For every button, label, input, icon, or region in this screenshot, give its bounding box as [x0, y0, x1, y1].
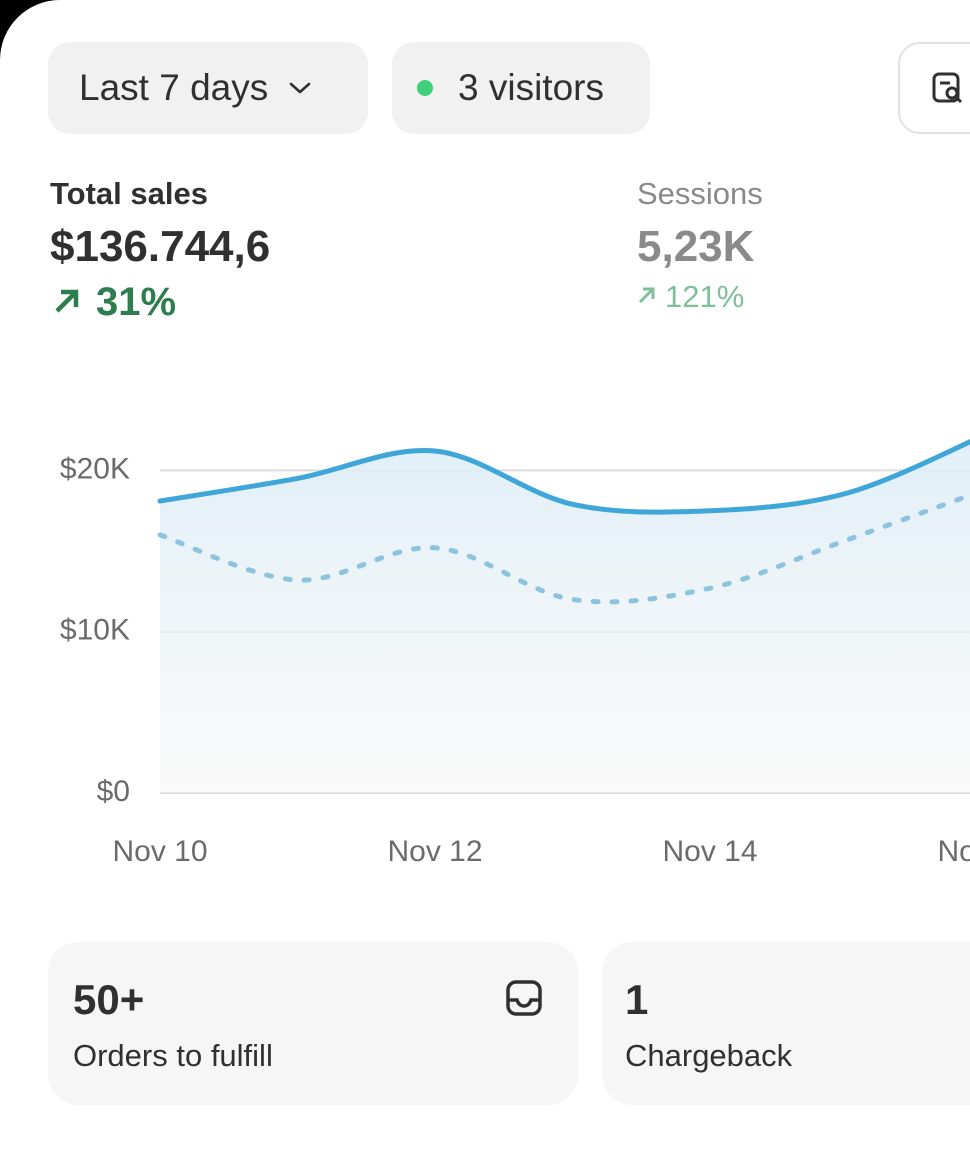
metric-label: Sessions — [637, 176, 763, 211]
y-tick-label: $10K — [60, 614, 130, 647]
metric-change: 31% — [96, 280, 177, 324]
inbox-icon — [506, 980, 542, 1016]
visitors-label: 3 visitors — [458, 67, 604, 108]
y-tick-label: $0 — [97, 775, 130, 808]
card-value: 50+ — [73, 976, 145, 1023]
report-button[interactable] — [898, 42, 970, 134]
area — [160, 441, 970, 793]
series-line — [157, 492, 970, 605]
orders-card[interactable]: 50+ Orders to fulfill — [48, 942, 578, 1105]
y-tick-label: $20K — [60, 452, 130, 485]
x-tick-label: Nov 12 — [387, 835, 482, 868]
chevron-icon — [289, 82, 311, 94]
date-range-button[interactable]: Last 7 days — [48, 42, 368, 134]
metric-value: 5,23K — [637, 222, 755, 271]
metric-label: Total sales — [50, 176, 208, 211]
x-tick-label: Nov 14 — [662, 835, 757, 868]
trend-up-icon — [55, 289, 79, 313]
card-value: 1 — [625, 976, 649, 1023]
chargeback-card[interactable]: 1 Chargeback — [602, 942, 970, 1105]
metric-change: 121% — [665, 279, 745, 314]
x-tick-label: Nov 16 — [937, 835, 970, 868]
visitors-button[interactable]: 3 visitors — [392, 42, 650, 134]
x-tick-label: Nov 10 — [112, 835, 207, 868]
card-label: Chargeback — [625, 1038, 793, 1073]
date-range-label: Last 7 days — [79, 67, 269, 108]
trend-up-icon — [638, 287, 655, 304]
live-dot — [417, 80, 433, 96]
series-line — [157, 438, 970, 515]
report-icon — [932, 72, 963, 104]
metric-value: $136.744,6 — [50, 222, 271, 271]
card-label: Orders to fulfill — [73, 1038, 273, 1073]
